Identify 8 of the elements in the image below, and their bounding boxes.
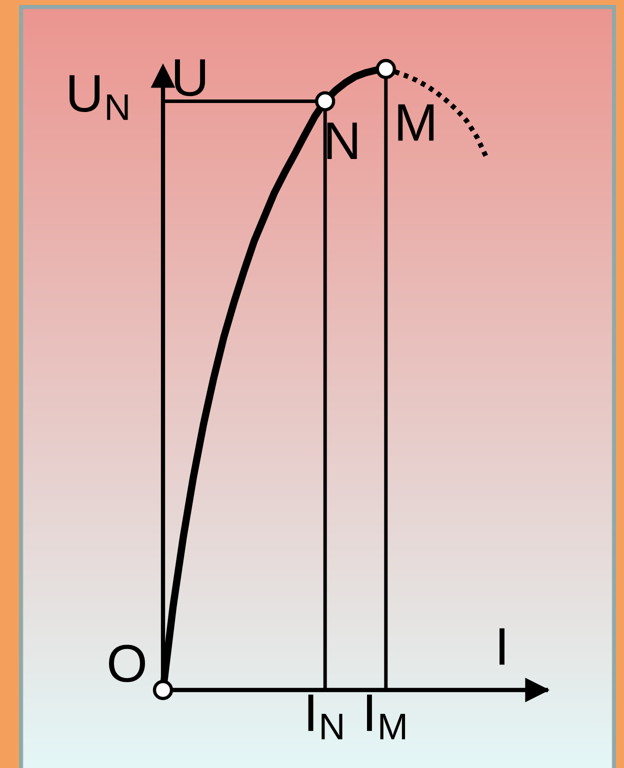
text: O: [108, 644, 145, 682]
annotation: N: [327, 122, 357, 159]
text: U$_{N}$: [70, 75, 128, 120]
x-tick-label: I$_{N}$: [308, 694, 342, 740]
x-tick-label: I$_{M}$: [367, 694, 406, 740]
x-axis-title: I: [500, 628, 504, 665]
annotation: M: [398, 104, 434, 141]
y-axis-title: U: [175, 59, 205, 96]
